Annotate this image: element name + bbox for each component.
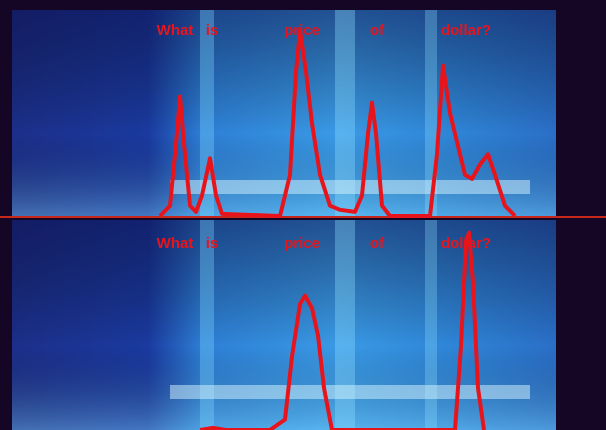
word-label: What: [157, 22, 194, 39]
attention-curve: [158, 28, 517, 218]
word-label: dollar?: [441, 22, 491, 39]
spectrogram-top: [12, 10, 556, 216]
word-label: of: [370, 235, 385, 252]
word-label: is: [206, 235, 219, 252]
word-label: is: [206, 22, 219, 39]
word-label: What: [157, 235, 194, 252]
word-label: of: [370, 22, 385, 39]
attention-curve: [199, 230, 486, 430]
word-label: price: [284, 235, 320, 252]
